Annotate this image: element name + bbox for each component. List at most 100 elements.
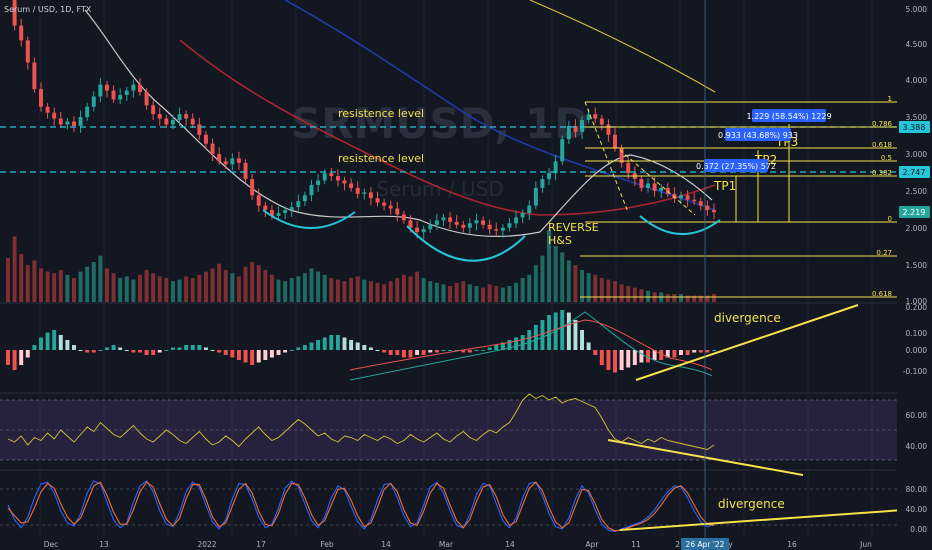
candle bbox=[58, 111, 63, 129]
macd-histogram-bar bbox=[349, 340, 354, 350]
time-tick: 11 bbox=[631, 540, 641, 549]
candle bbox=[210, 138, 215, 161]
macd-histogram-bar bbox=[91, 350, 96, 353]
macd-histogram-bar bbox=[230, 350, 235, 358]
macd-histogram-bar bbox=[151, 350, 156, 355]
macd-histogram-bar bbox=[217, 350, 222, 353]
candle bbox=[606, 119, 611, 142]
target-tag-2[interactable]: 0.933 (43.68%) 933 bbox=[718, 128, 798, 141]
macd-histogram-bar bbox=[335, 335, 340, 350]
price-axis[interactable] bbox=[897, 0, 932, 550]
candle bbox=[639, 175, 644, 192]
macd-histogram-bar bbox=[692, 350, 697, 353]
macd-histogram-bar bbox=[659, 350, 664, 360]
level-tag-upper-text: 3.388 bbox=[903, 123, 926, 132]
macd-histogram-bar bbox=[415, 350, 420, 355]
macd-histogram-bar bbox=[19, 350, 24, 365]
volume-bar bbox=[712, 294, 716, 302]
volume-bar bbox=[137, 274, 142, 302]
macd-histogram-bar bbox=[566, 312, 571, 350]
stoch-divergence-label: divergence bbox=[718, 497, 785, 511]
stoch-divergence-line[interactable] bbox=[619, 507, 932, 531]
volume-bar bbox=[322, 274, 327, 302]
volume-bar bbox=[520, 278, 525, 302]
candle bbox=[454, 215, 459, 229]
level-tag-lower-text: 2.747 bbox=[903, 168, 926, 177]
volume-bar bbox=[665, 294, 670, 302]
candle bbox=[217, 147, 222, 166]
macd-histogram-bar bbox=[157, 350, 162, 353]
volume-bar bbox=[230, 273, 235, 302]
candle bbox=[118, 88, 123, 105]
ma-200-line bbox=[529, 0, 716, 93]
macd-divergence-line[interactable] bbox=[635, 304, 859, 381]
stoch-d-line bbox=[7, 481, 715, 532]
candle bbox=[520, 209, 525, 224]
candle bbox=[65, 117, 70, 130]
candle bbox=[131, 79, 136, 98]
volume-bar bbox=[441, 284, 446, 302]
volume-bar bbox=[111, 273, 116, 302]
volume-bar bbox=[382, 284, 387, 302]
macd-histogram-bar bbox=[236, 350, 241, 360]
candle bbox=[481, 216, 486, 229]
neckline-dashed[interactable] bbox=[584, 101, 629, 213]
volume-bar bbox=[593, 274, 598, 302]
macd-histogram-bar bbox=[52, 330, 57, 350]
volume-bar bbox=[289, 278, 294, 302]
macd-histogram-bar bbox=[665, 350, 670, 358]
candle bbox=[177, 107, 182, 126]
volume-bar bbox=[170, 281, 175, 302]
candle bbox=[362, 188, 367, 200]
macd-signal-line bbox=[349, 319, 713, 371]
symbol-header[interactable]: Serum / USD, 1D, FTX bbox=[4, 5, 92, 14]
candle bbox=[335, 169, 340, 187]
time-tick: 14 bbox=[381, 540, 391, 549]
time-tick: 21 bbox=[675, 540, 685, 549]
volume-bar bbox=[144, 270, 149, 302]
macd-histogram-bar bbox=[111, 345, 116, 350]
volume-bar bbox=[580, 270, 585, 302]
volume-bar bbox=[263, 270, 268, 302]
volume-bar bbox=[296, 276, 301, 302]
macd-histogram-bar bbox=[190, 345, 195, 350]
volume-bar bbox=[461, 281, 466, 302]
candle bbox=[646, 178, 650, 193]
current-price-tag: 2.219 bbox=[899, 206, 930, 218]
volume-bar bbox=[236, 276, 241, 302]
pattern-label-hs: H&S bbox=[548, 234, 572, 247]
left-shoulder-arc[interactable] bbox=[262, 209, 356, 229]
macd-histogram-bar bbox=[599, 350, 604, 365]
macd-histogram-bar bbox=[698, 350, 703, 353]
candle bbox=[698, 197, 703, 211]
candle bbox=[441, 213, 446, 227]
macd-histogram-bar bbox=[137, 350, 142, 353]
macd-histogram-bar bbox=[540, 320, 545, 350]
macd-histogram-bar bbox=[302, 345, 307, 350]
neckline-dashed-2[interactable] bbox=[619, 149, 696, 216]
macd-histogram-bar bbox=[467, 350, 472, 353]
macd-histogram-bar bbox=[375, 350, 380, 351]
fib-level-label: 0 bbox=[888, 215, 892, 223]
rsi-divergence-line[interactable] bbox=[607, 439, 804, 476]
price-tick: 4.500 bbox=[906, 40, 928, 49]
head-arc[interactable] bbox=[406, 225, 526, 262]
target-tag-1[interactable]: 0.572 (27.35%) 572 bbox=[696, 159, 776, 172]
fib-level-label: 0.618 bbox=[872, 141, 892, 149]
right-shoulder-arc[interactable] bbox=[639, 215, 721, 235]
volume-bar bbox=[500, 287, 505, 302]
candle bbox=[19, 19, 24, 47]
resistance-label-lower: resistence level bbox=[338, 152, 424, 165]
volume-bar bbox=[613, 281, 618, 302]
candle bbox=[692, 193, 697, 205]
target-tag-3[interactable]: 1.229 (58.54%) 1229 bbox=[746, 109, 832, 122]
candle bbox=[72, 116, 76, 132]
volume-bar bbox=[454, 282, 459, 302]
macd-histogram-bar bbox=[316, 340, 321, 350]
candle bbox=[144, 88, 149, 111]
volume-bar bbox=[626, 286, 631, 302]
volume-bar bbox=[434, 282, 439, 302]
volume-bar bbox=[118, 278, 123, 302]
